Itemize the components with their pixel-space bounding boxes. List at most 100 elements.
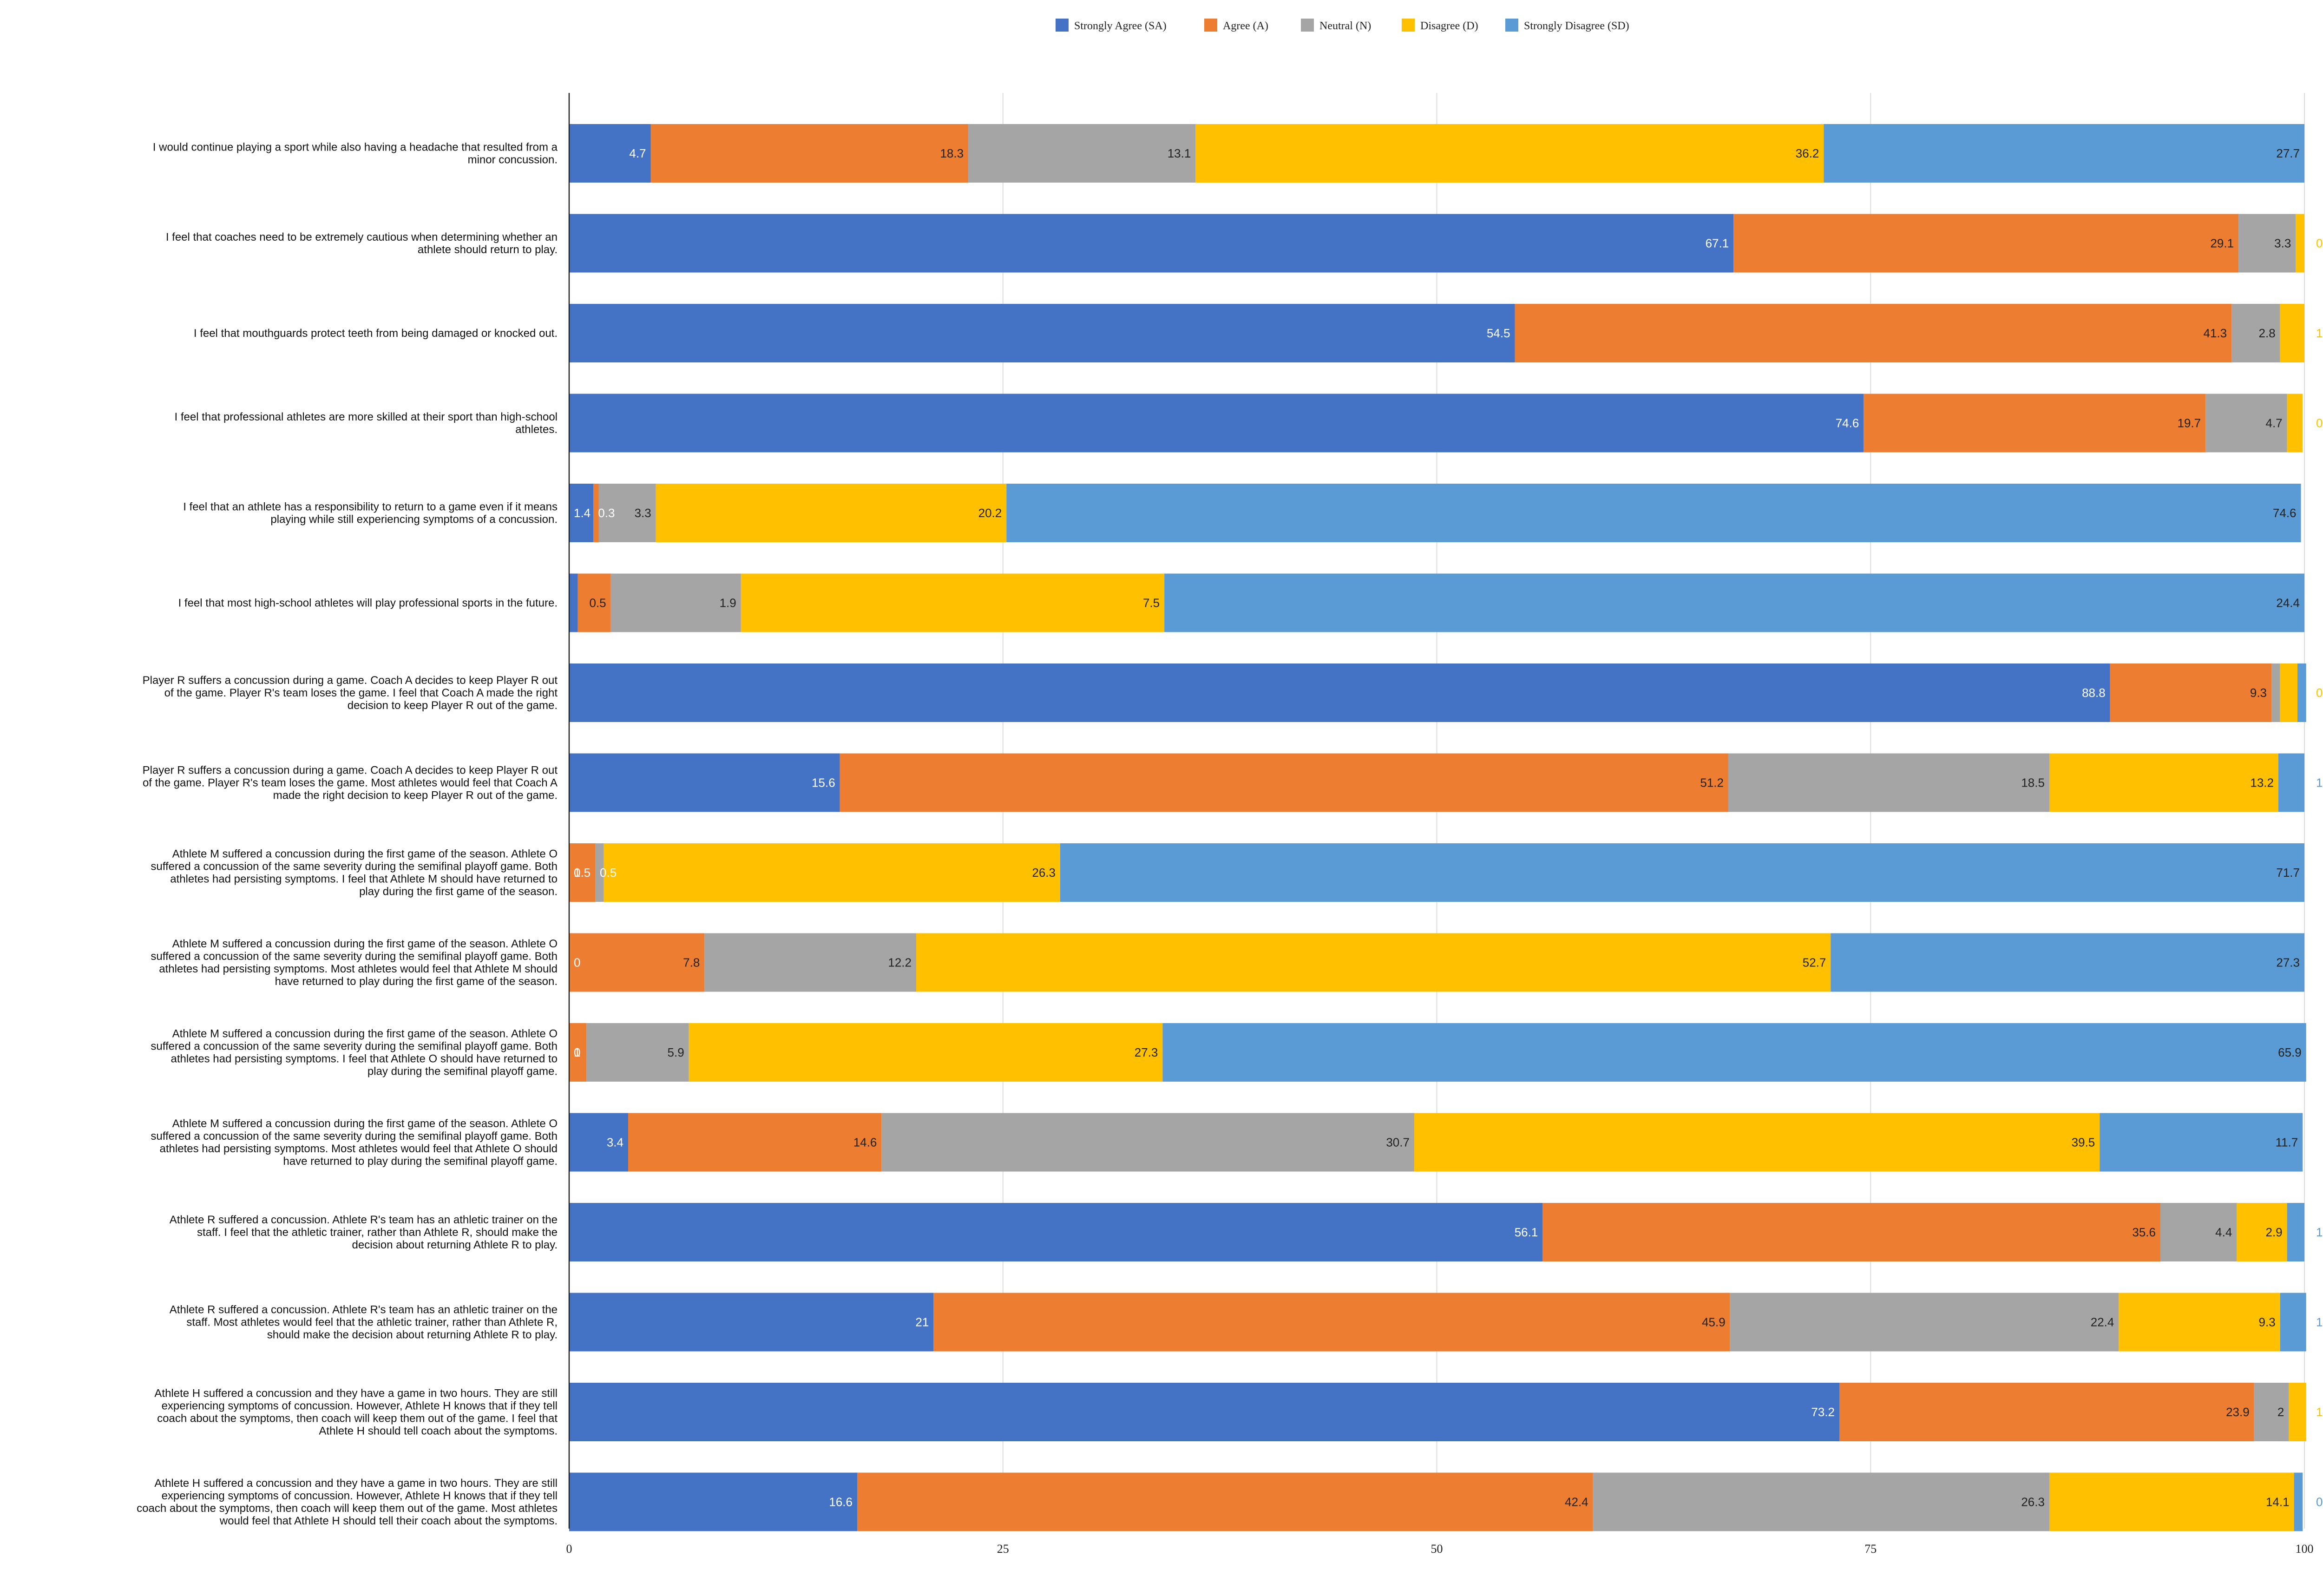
category-label-r6-line0: Player R suffers a concussion during a g… bbox=[143, 674, 558, 687]
data-label-r4-s0: 1.4 bbox=[574, 506, 591, 520]
bar-segment-r7-s4 bbox=[2278, 753, 2304, 812]
category-label-r15-line2: coach about the symptoms, then coach wil… bbox=[137, 1502, 558, 1515]
bar-segment-r11-s3 bbox=[1414, 1113, 2100, 1172]
legend-label-1: Agree (A) bbox=[1223, 20, 1268, 32]
x-tick-label-25: 25 bbox=[997, 1542, 1009, 1556]
category-label-r4-line0: I feel that an athlete has a responsibil… bbox=[183, 501, 558, 513]
bar-segment-r6-s3 bbox=[2280, 663, 2298, 722]
bar-segment-r14-s3 bbox=[2289, 1383, 2306, 1441]
bar-segment-r13-s1 bbox=[933, 1293, 1730, 1352]
x-tick-label-0: 0 bbox=[566, 1542, 572, 1556]
legend-swatch-0 bbox=[1056, 19, 1069, 32]
data-label-r3-s2: 4.7 bbox=[2265, 416, 2282, 430]
bar-segment-r12-s2 bbox=[2160, 1203, 2237, 1261]
category-label-r7-line0: Player R suffers a concussion during a g… bbox=[143, 764, 558, 777]
bar-segment-r14-s1 bbox=[1839, 1383, 2254, 1441]
data-label-r12-s0: 56.1 bbox=[1515, 1225, 1538, 1239]
data-label-r10-s3: 27.3 bbox=[1135, 1045, 1158, 1059]
data-label-r10-s2: 5.9 bbox=[668, 1045, 684, 1059]
category-label-r6-line2: decision to keep Player R out of the gam… bbox=[348, 699, 558, 712]
bar-segment-r10-s2 bbox=[586, 1023, 689, 1082]
bar-segment-r11-s4 bbox=[2100, 1113, 2303, 1172]
bar-segment-r5-s3 bbox=[741, 573, 1165, 632]
bar-segment-r0-s4 bbox=[1824, 124, 2304, 183]
bar-segment-r15-s1 bbox=[857, 1472, 1593, 1531]
bar-segment-r12-s3 bbox=[2237, 1203, 2287, 1261]
data-labels: 4.7 18.3 13.1 36.2 27.7 67.1 29.1 3.3 0.5 0 54.5 41… bbox=[574, 146, 2323, 1509]
data-label-r1-s0: 67.1 bbox=[1706, 236, 1729, 250]
data-label-r5-s1: 0.5 bbox=[589, 596, 606, 610]
data-label-r10-s4: 65.9 bbox=[2278, 1045, 2302, 1059]
bar-segment-r12-s1 bbox=[1542, 1203, 2160, 1261]
bar-segment-r2-s3 bbox=[2280, 304, 2304, 362]
bar-segment-r4-s2 bbox=[598, 484, 656, 542]
data-label-r0-s2: 13.1 bbox=[1168, 146, 1191, 160]
data-label-r7-s0: 15.6 bbox=[812, 776, 835, 790]
category-label-r12-line2: decision about returning Athlete R to pl… bbox=[352, 1239, 558, 1251]
bar-segment-r2-s2 bbox=[2231, 304, 2280, 362]
data-label-r8-s3: 26.3 bbox=[1032, 866, 1056, 880]
bar-segment-r10-s4 bbox=[1162, 1023, 2306, 1082]
data-label-r15-s4: 0.5 bbox=[2316, 1495, 2323, 1509]
category-label-r8-line0: Athlete M suffered a concussion during t… bbox=[172, 848, 558, 860]
bar-segment-r0-s3 bbox=[1195, 124, 1824, 183]
data-label-r4-s4: 74.6 bbox=[2273, 506, 2297, 520]
data-label-r12-s4: 1 bbox=[2316, 1225, 2323, 1239]
data-label-r0-s3: 36.2 bbox=[1796, 146, 1819, 160]
data-label-r13-s3: 9.3 bbox=[2259, 1315, 2276, 1329]
data-label-r11-s0: 3.4 bbox=[607, 1136, 623, 1149]
category-label-r11-line0: Athlete M suffered a concussion during t… bbox=[172, 1117, 558, 1130]
bar-segment-r0-s1 bbox=[650, 124, 969, 183]
category-label-r1-line0: I feel that coaches need to be extremely… bbox=[166, 231, 558, 243]
data-label-r1-s1: 29.1 bbox=[2210, 236, 2234, 250]
data-label-r0-s1: 18.3 bbox=[940, 146, 964, 160]
data-label-r11-s2: 30.7 bbox=[1386, 1136, 1410, 1149]
bar-segment-r6-s4 bbox=[2297, 663, 2306, 722]
data-label-r8-s1: 1.5 bbox=[574, 866, 591, 880]
category-label-r9-line3: have returned to play during the first g… bbox=[275, 975, 558, 988]
data-label-r15-s2: 26.3 bbox=[2021, 1495, 2045, 1509]
bar-segment-r8-s4 bbox=[1060, 843, 2304, 902]
category-label-r14-line1: experiencing symptoms of concussion. How… bbox=[162, 1400, 558, 1412]
bar-segment-r1-s0 bbox=[569, 214, 1734, 273]
category-label-r11-line2: athletes had persisting symptoms. Most a… bbox=[160, 1143, 558, 1155]
bar-segment-r13-s3 bbox=[2119, 1293, 2280, 1352]
bar-segment-r3-s0 bbox=[569, 394, 1864, 453]
data-label-r2-s3: 1.4 bbox=[2316, 326, 2323, 340]
data-label-r7-s4: 1.5 bbox=[2316, 776, 2323, 790]
bar-segment-r12-s0 bbox=[569, 1203, 1543, 1261]
data-label-r9-s0: 0 bbox=[574, 956, 580, 970]
legend-label-4: Strongly Disagree (SD) bbox=[1524, 20, 1629, 32]
category-label-r15-line3: would feel that Athlete H should tell th… bbox=[219, 1515, 558, 1527]
category-label-r13-line2: should make the decision about returning… bbox=[267, 1329, 558, 1341]
category-label-r7-line1: of the game. Player R's team loses the g… bbox=[143, 777, 558, 789]
category-label-r11-line1: suffered a concussion of the same severi… bbox=[151, 1130, 558, 1143]
category-label-r10-line0: Athlete M suffered a concussion during t… bbox=[172, 1028, 558, 1040]
category-label-r13-line0: Athlete R suffered a concussion. Athlete… bbox=[170, 1304, 558, 1316]
bar-segment-r15-s4 bbox=[2294, 1472, 2303, 1531]
data-label-r11-s1: 14.6 bbox=[853, 1136, 877, 1149]
category-label-r8-line1: suffered a concussion of the same severi… bbox=[151, 860, 558, 873]
category-label-r9-line0: Athlete M suffered a concussion during t… bbox=[172, 938, 558, 950]
bar-segment-r2-s1 bbox=[1515, 304, 2232, 362]
bar-segment-r1-s3 bbox=[2296, 214, 2304, 273]
data-label-r3-s1: 19.7 bbox=[2177, 416, 2201, 430]
data-label-r12-s2: 4.4 bbox=[2215, 1225, 2232, 1239]
data-label-r11-s4: 11.7 bbox=[2276, 1136, 2298, 1149]
bar-segment-r0-s0 bbox=[569, 124, 651, 183]
bar-segment-r10-s1 bbox=[569, 1023, 587, 1082]
data-label-r14-s3: 1 bbox=[2316, 1405, 2323, 1419]
category-label-r3-line0: I feel that professional athletes are mo… bbox=[175, 411, 558, 423]
legend-label-2: Neutral (N) bbox=[1319, 20, 1371, 32]
category-label-r9-line2: athletes had persisting symptoms. Most a… bbox=[159, 963, 558, 975]
legend-swatch-1 bbox=[1204, 19, 1217, 32]
legend-swatch-2 bbox=[1301, 19, 1314, 32]
bar-segment-r8-s3 bbox=[604, 843, 1061, 902]
data-label-r12-s1: 35.6 bbox=[2132, 1225, 2156, 1239]
data-label-r3-s0: 74.6 bbox=[1836, 416, 1859, 430]
data-label-r6-s1: 9.3 bbox=[2250, 686, 2267, 700]
bar-segment-r14-s0 bbox=[569, 1383, 1840, 1441]
data-label-r0-s0: 4.7 bbox=[629, 146, 646, 160]
data-label-r10-s1: 1 bbox=[574, 1045, 580, 1059]
category-label-r10-line1: suffered a concussion of the same severi… bbox=[151, 1040, 558, 1053]
